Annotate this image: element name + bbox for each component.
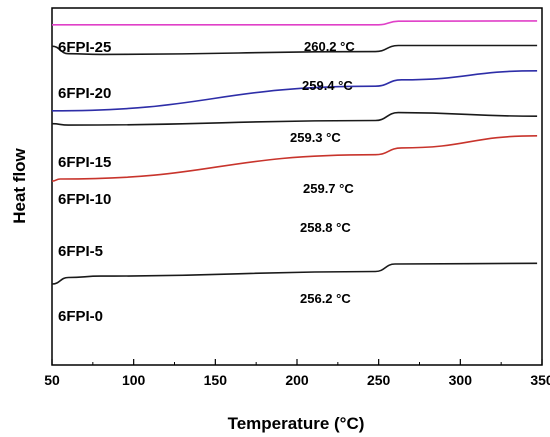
x-tick-label: 100 <box>122 372 146 388</box>
plot-frame <box>51 7 543 366</box>
series-line <box>51 111 538 126</box>
series-name-label: 6FPI-20 <box>58 85 111 102</box>
series-line <box>51 44 538 56</box>
series-line <box>52 20 538 26</box>
x-tick-label: 250 <box>367 372 391 388</box>
series-name-label: 6FPI-5 <box>58 243 103 260</box>
tg-label: 259.7 °C <box>303 181 354 196</box>
tg-label: 258.8 °C <box>300 220 351 235</box>
series-line <box>51 262 538 285</box>
x-axis: 50 100 150 200 250 300 350 <box>44 359 550 388</box>
x-tick-label: 350 <box>530 372 550 388</box>
x-tick-label: 300 <box>449 372 473 388</box>
series-name-label: 6FPI-15 <box>58 154 111 171</box>
series-line <box>51 135 538 182</box>
x-tick-label: 150 <box>204 372 228 388</box>
series-name-label: 6FPI-0 <box>58 308 103 325</box>
x-tick-label: 50 <box>44 372 60 388</box>
tg-label: 256.2 °C <box>300 291 351 306</box>
series-lines <box>51 20 538 285</box>
series-name-label: 6FPI-25 <box>58 39 111 56</box>
tg-label: 259.4 °C <box>302 78 353 93</box>
x-axis-title: Temperature (°C) <box>228 414 365 433</box>
series-line <box>51 70 538 112</box>
x-tick-label: 200 <box>285 372 309 388</box>
y-axis-title: Heat flow <box>10 147 29 223</box>
tg-label: 260.2 °C <box>304 39 355 54</box>
tg-label: 259.3 °C <box>290 130 341 145</box>
series-name-label: 6FPI-10 <box>58 191 111 208</box>
series-labels: 6FPI-25 260.2 °C 6FPI-20 259.4 °C 6FPI-15 259… <box>58 39 355 325</box>
